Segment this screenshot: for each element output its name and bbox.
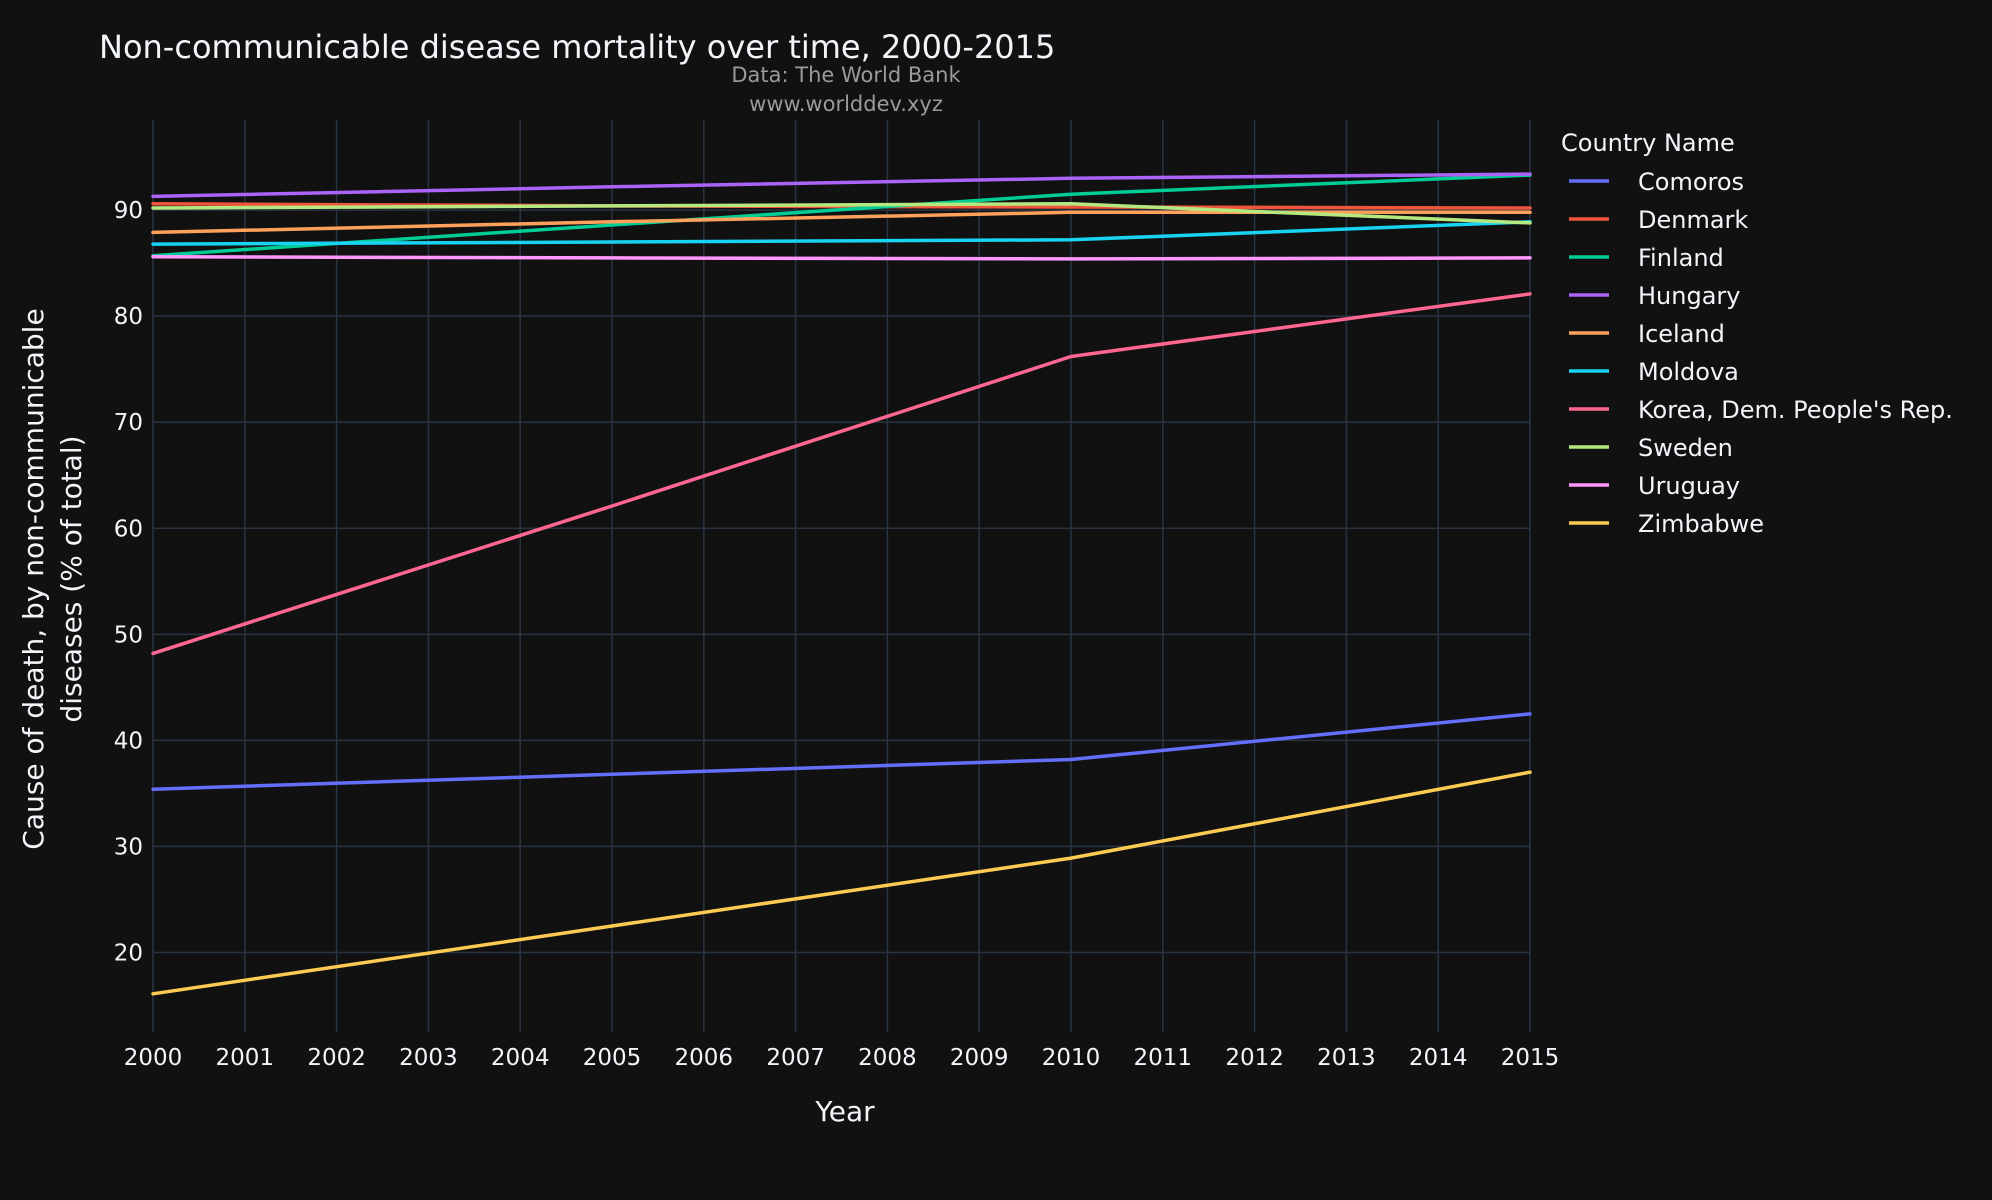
x-axis-ticks: 2000 2001 2002 2003 2004 2005 2006 2007 2008 2009… [124,1045,1560,1071]
y-axis-title-line-1: Cause of death, by non-communicable [17,308,50,849]
series-line-sweden [151,202,1532,225]
legend-label: Hungary [1638,282,1740,310]
x-tick-label: 2008 [858,1045,917,1071]
series-line-comoros [151,712,1532,791]
x-tick-label: 2003 [399,1045,458,1071]
legend-label: Uruguay [1638,472,1740,500]
legend-item-uruguay: Uruguay [1569,472,1740,500]
series-line-moldova [151,220,1532,246]
legend-items: Comoros Denmark Finland Hungary Iceland Moldo… [1569,168,1953,538]
y-axis-title: Cause of death, by non-communicable dise… [17,308,88,849]
grid [152,120,1531,1032]
series-line-hungary [151,172,1532,199]
legend-label: Moldova [1638,358,1739,386]
y-axis-title-line-2: diseases (% of total) [55,435,88,722]
y-tick-label: 60 [114,516,143,542]
x-tick-label: 2009 [950,1045,1009,1071]
x-tick-label: 2012 [1225,1045,1284,1071]
x-tick-label: 2006 [675,1045,734,1071]
x-tick-label: 2002 [307,1045,366,1071]
x-axis-title: Year [814,1095,875,1128]
legend-item-moldova: Moldova [1569,358,1739,386]
x-tick-label: 2014 [1409,1045,1468,1071]
legend-label: Korea, Dem. People's Rep. [1638,396,1953,424]
legend-item-zimbabwe: Zimbabwe [1569,510,1764,538]
legend-label: Sweden [1638,434,1733,462]
x-tick-label: 2015 [1501,1045,1560,1071]
x-tick-label: 2001 [216,1045,275,1071]
y-tick-label: 40 [114,728,143,754]
x-tick-label: 2010 [1042,1045,1101,1071]
legend-item-comoros: Comoros [1569,168,1744,196]
legend: Country Name Comoros Denmark Finland Hungar… [1561,129,1953,538]
x-tick-label: 2011 [1134,1045,1193,1071]
legend-item-finland: Finland [1569,244,1724,272]
legend-label: Iceland [1638,320,1725,348]
chart-title: Non-communicable disease mortality over … [99,28,1055,66]
series-line-korea-dem-people-s-rep [151,292,1532,656]
x-tick-label: 2005 [583,1045,642,1071]
series-line-finland [151,173,1532,258]
legend-title: Country Name [1561,129,1735,157]
legend-label: Denmark [1638,206,1748,234]
legend-item-denmark: Denmark [1569,206,1748,234]
x-tick-label: 2013 [1317,1045,1376,1071]
y-tick-label: 50 [114,622,143,648]
legend-item-iceland: Iceland [1569,320,1725,348]
legend-label: Comoros [1638,168,1744,196]
legend-item-korea-dem-people-s-rep: Korea, Dem. People's Rep. [1569,396,1953,424]
y-axis-ticks: 20 30 40 50 60 70 80 90 [114,198,143,966]
y-tick-label: 90 [114,198,143,224]
series-line-zimbabwe [151,770,1532,996]
legend-item-sweden: Sweden [1569,434,1733,462]
series-lines [151,172,1532,996]
y-tick-label: 80 [114,304,143,330]
y-tick-label: 70 [114,410,143,436]
legend-label: Finland [1638,244,1724,272]
y-tick-label: 20 [114,940,143,966]
y-tick-label: 30 [114,834,143,860]
legend-label: Zimbabwe [1638,510,1764,538]
x-tick-label: 2000 [124,1045,183,1071]
chart-subtitle-website: www.worlddev.xyz [749,92,943,116]
x-tick-label: 2007 [766,1045,825,1071]
legend-item-hungary: Hungary [1569,282,1740,310]
series-line-uruguay [151,255,1532,261]
x-tick-label: 2004 [491,1045,550,1071]
chart-subtitle-source: Data: The World Bank [731,63,961,87]
